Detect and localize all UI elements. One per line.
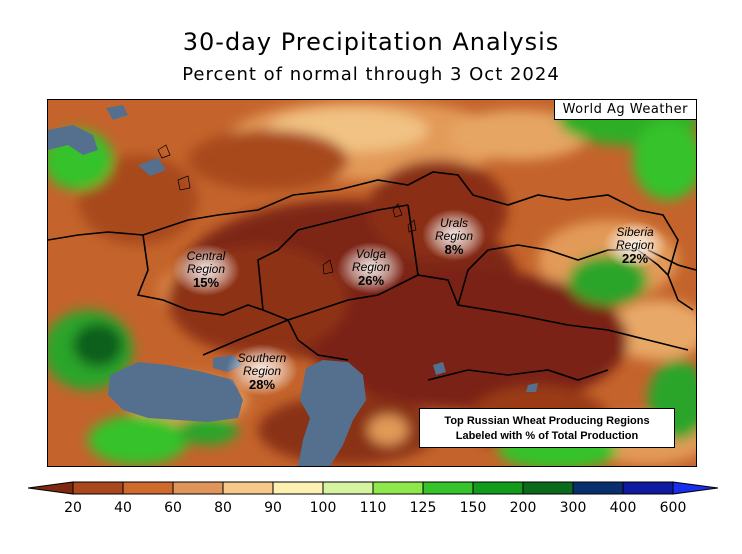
legend-swatch [522, 481, 574, 495]
legend-tick-label: 110 [359, 500, 387, 516]
legend-arrow-high [672, 481, 718, 495]
legend-tick-label: 150 [459, 500, 487, 516]
legend-swatch [122, 481, 174, 495]
legend-swatch [472, 481, 524, 495]
note-box: Top Russian Wheat Producing Regions Labe… [419, 408, 675, 448]
region-name: Volga [355, 247, 387, 261]
chart-title: 30-day Precipitation Analysis [182, 28, 560, 56]
legend-tick-label: 60 [164, 500, 182, 516]
region-percent: 28% [248, 377, 276, 392]
legend-tick-label: 600 [659, 500, 687, 516]
region-name: Region [351, 260, 391, 274]
legend-swatch [222, 481, 274, 495]
credit-label: World Ag Weather [553, 100, 696, 120]
region-percent: 22% [621, 251, 649, 266]
water-bodies [48, 105, 538, 466]
region-name: Region [242, 364, 282, 378]
lake-outlines [157, 144, 417, 275]
region-name: Region [615, 238, 655, 252]
color-legend: 20 40 60 80 90 100 110 125 150 200 300 400 600 [28, 478, 718, 528]
legend-swatch [322, 481, 374, 495]
legend-tick-label: 20 [64, 500, 82, 516]
region-label-volga: Volga Region 26% [336, 247, 406, 288]
region-label-central: Central Region 15% [171, 249, 241, 290]
region-name: Southern [237, 351, 287, 365]
chart-subtitle: Percent of normal through 3 Oct 2024 [182, 64, 560, 85]
legend-swatch [72, 481, 124, 495]
legend-tick-label: 400 [609, 500, 637, 516]
region-percent: 26% [357, 273, 385, 288]
legend-tick-label: 90 [264, 500, 282, 516]
note-line: Labeled with % of Total Production [455, 430, 639, 442]
legend-swatch [422, 481, 474, 495]
legend-swatch [372, 481, 424, 495]
region-name: Siberia [616, 225, 654, 239]
legend-tick-label: 200 [509, 500, 537, 516]
region-label-southern: Southern Region 28% [225, 351, 299, 392]
legend-swatch [572, 481, 624, 495]
region-label-urals: Urals Region 8% [421, 216, 487, 257]
legend-tick-label: 125 [409, 500, 437, 516]
region-name: Region [186, 262, 226, 276]
region-label-siberia: Siberia Region 22% [600, 225, 670, 266]
region-name: Urals [439, 216, 468, 230]
legend-swatch [272, 481, 324, 495]
region-percent: 15% [192, 275, 220, 290]
legend-arrow-low [28, 481, 74, 495]
legend-swatch [172, 481, 224, 495]
legend-tick-label: 40 [114, 500, 132, 516]
label-glows [172, 209, 667, 396]
region-percent: 8% [444, 242, 464, 257]
legend-tick-label: 100 [309, 500, 337, 516]
note-line: Top Russian Wheat Producing Regions [444, 415, 650, 427]
legend-bar [28, 481, 718, 495]
map-canvas [48, 100, 696, 466]
region-name: Central [186, 249, 226, 263]
precipitation-map: World Ag Weather Central Region 15% Volg… [47, 99, 697, 467]
region-name: Region [434, 229, 474, 243]
legend-tick-label: 300 [559, 500, 587, 516]
legend-swatch [622, 481, 674, 495]
legend-tick-label: 80 [214, 500, 232, 516]
